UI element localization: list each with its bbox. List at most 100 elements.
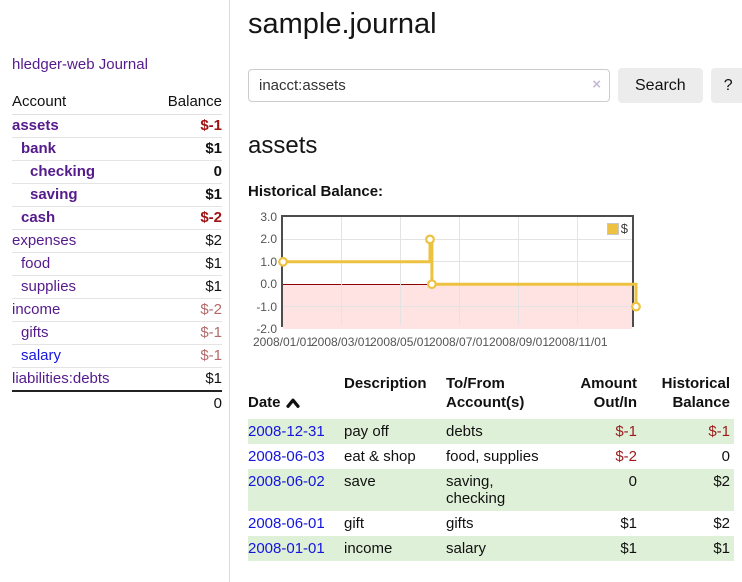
transaction-balance: $2 <box>641 469 734 511</box>
transaction-date-link[interactable]: 2008-06-02 <box>248 473 325 490</box>
app-brand-link[interactable]: hledger-web <box>12 56 95 73</box>
x-tick-label: 2008/11/01 <box>548 335 608 349</box>
x-tick-label: 2008/07/01 <box>428 335 490 349</box>
y-tick-label: 1.0 <box>260 254 277 269</box>
historical-balance-chart: $ 3.0 2.0 1.0 0.0 -1.0 -2.0 2008/01/01 2008/03… <box>248 210 728 353</box>
register-row: 2008-06-01 gift gifts $1 $2 <box>248 511 734 536</box>
transaction-amount: $1 <box>568 536 641 561</box>
account-balance: $-1 <box>142 321 222 345</box>
account-link[interactable]: bank <box>21 140 57 157</box>
transaction-description: gift <box>344 515 365 532</box>
transaction-balance: $1 <box>641 536 734 561</box>
account-row: cash $-2 <box>12 206 222 230</box>
legend-label: $ <box>620 221 628 236</box>
balance-column-header: Balance <box>142 90 222 115</box>
y-tick-label: -1.0 <box>256 299 277 314</box>
search-form: × Search ? <box>248 68 742 103</box>
account-row: assets $-1 <box>12 114 222 138</box>
account-balance: $-2 <box>142 298 222 322</box>
account-row: saving $1 <box>12 183 222 207</box>
register-row: 2008-06-03 eat & shop food, supplies $-2… <box>248 444 734 469</box>
account-balance: $1 <box>142 275 222 299</box>
transaction-date-link[interactable]: 2008-06-01 <box>248 515 325 532</box>
amount-column-header: Amount Out/In <box>580 375 637 411</box>
page-title: sample.journal <box>248 8 437 40</box>
accounts-column-header: To/From Account(s) <box>446 375 525 411</box>
date-column-header[interactable]: Date <box>248 372 344 419</box>
account-link[interactable]: gifts <box>21 324 49 341</box>
account-link[interactable]: expenses <box>12 232 77 249</box>
account-row: income $-2 <box>12 298 222 322</box>
account-row: gifts $-1 <box>12 321 222 345</box>
transaction-accounts: gifts <box>446 515 474 532</box>
transaction-description: save <box>344 469 446 511</box>
transaction-amount: $-2 <box>615 448 637 465</box>
account-balance: $-2 <box>142 206 222 230</box>
transaction-date-link[interactable]: 2008-06-03 <box>248 448 325 465</box>
search-button[interactable]: Search <box>618 68 703 103</box>
transaction-accounts: saving, checking <box>446 469 568 511</box>
transaction-accounts: food, supplies <box>446 448 539 465</box>
x-tick-label: 2008/05/01 <box>369 335 431 349</box>
register-table: Date Description To/From Account(s) Amou… <box>248 372 734 561</box>
account-balance: $1 <box>142 137 222 161</box>
register-row: 2008-06-02 save saving, checking 0 $2 <box>248 469 734 511</box>
account-row: salary $-1 <box>12 344 222 368</box>
balance-column-header-main: Historical Balance <box>661 375 730 411</box>
transaction-date-link[interactable]: 2008-12-31 <box>248 423 325 440</box>
y-tick-label: 2.0 <box>260 232 277 247</box>
account-column-header: Account <box>12 90 142 115</box>
account-link[interactable]: income <box>12 301 61 318</box>
transaction-amount: $1 <box>620 515 637 532</box>
transaction-description: pay off <box>344 419 446 444</box>
account-row: food $1 <box>12 252 222 276</box>
account-balance: $1 <box>142 183 222 207</box>
sort-chevron-up-icon <box>285 398 300 408</box>
search-input[interactable] <box>248 69 610 102</box>
x-tick-label: 2008/01/01 <box>252 335 314 349</box>
account-balance: $2 <box>142 229 222 253</box>
account-link[interactable]: cash <box>21 209 56 226</box>
account-row: liabilities:debts $1 <box>12 367 222 392</box>
account-link[interactable]: supplies <box>21 278 77 295</box>
main-content: sample.journal × Search ? assets Histori… <box>230 0 742 582</box>
register-header-row: Date Description To/From Account(s) Amou… <box>248 372 734 419</box>
transaction-balance: $2 <box>713 515 730 532</box>
transaction-date-link[interactable]: 2008-01-01 <box>248 540 325 557</box>
sidebar: hledger-web Journal Account Balance asse… <box>0 0 230 582</box>
account-row: supplies $1 <box>12 275 222 299</box>
account-balance: $1 <box>142 252 222 276</box>
chart-heading: Historical Balance: <box>248 183 384 200</box>
transaction-accounts: salary <box>446 536 568 561</box>
register-row: 2008-01-01 income salary $1 $1 <box>248 536 734 561</box>
x-tick-label: 2008/03/01 <box>310 335 372 349</box>
account-link[interactable]: checking <box>30 163 96 180</box>
sidebar-item-journal[interactable]: Journal <box>98 56 148 73</box>
account-link[interactable]: liabilities:debts <box>12 370 110 387</box>
description-column-header: Description <box>344 375 427 392</box>
account-row: bank $1 <box>12 137 222 161</box>
transaction-amount: $-1 <box>568 419 641 444</box>
register-row: 2008-12-31 pay off debts $-1 $-1 <box>248 419 734 444</box>
clear-search-icon[interactable]: × <box>592 76 601 93</box>
transaction-description: eat & shop <box>344 448 416 465</box>
transaction-amount: 0 <box>568 469 641 511</box>
account-page-title: assets <box>248 132 318 159</box>
account-link[interactable]: assets <box>12 117 59 134</box>
account-link[interactable]: salary <box>21 347 62 364</box>
search-box: × <box>248 69 610 102</box>
chart-plot: $ <box>278 215 641 329</box>
account-balance: 0 <box>142 160 222 184</box>
account-link[interactable]: saving <box>30 186 78 203</box>
account-link[interactable]: food <box>21 255 51 272</box>
account-balance: $-1 <box>142 114 222 138</box>
help-button[interactable]: ? <box>710 68 742 103</box>
transaction-accounts: debts <box>446 419 568 444</box>
legend-swatch-icon <box>606 222 619 235</box>
accounts-total-value: 0 <box>142 390 222 416</box>
y-tick-label: 3.0 <box>260 210 277 224</box>
y-tick-label: 0.0 <box>260 277 277 292</box>
chart-line <box>278 234 641 312</box>
y-tick-label: -2.0 <box>256 322 277 336</box>
transaction-description: income <box>344 536 446 561</box>
